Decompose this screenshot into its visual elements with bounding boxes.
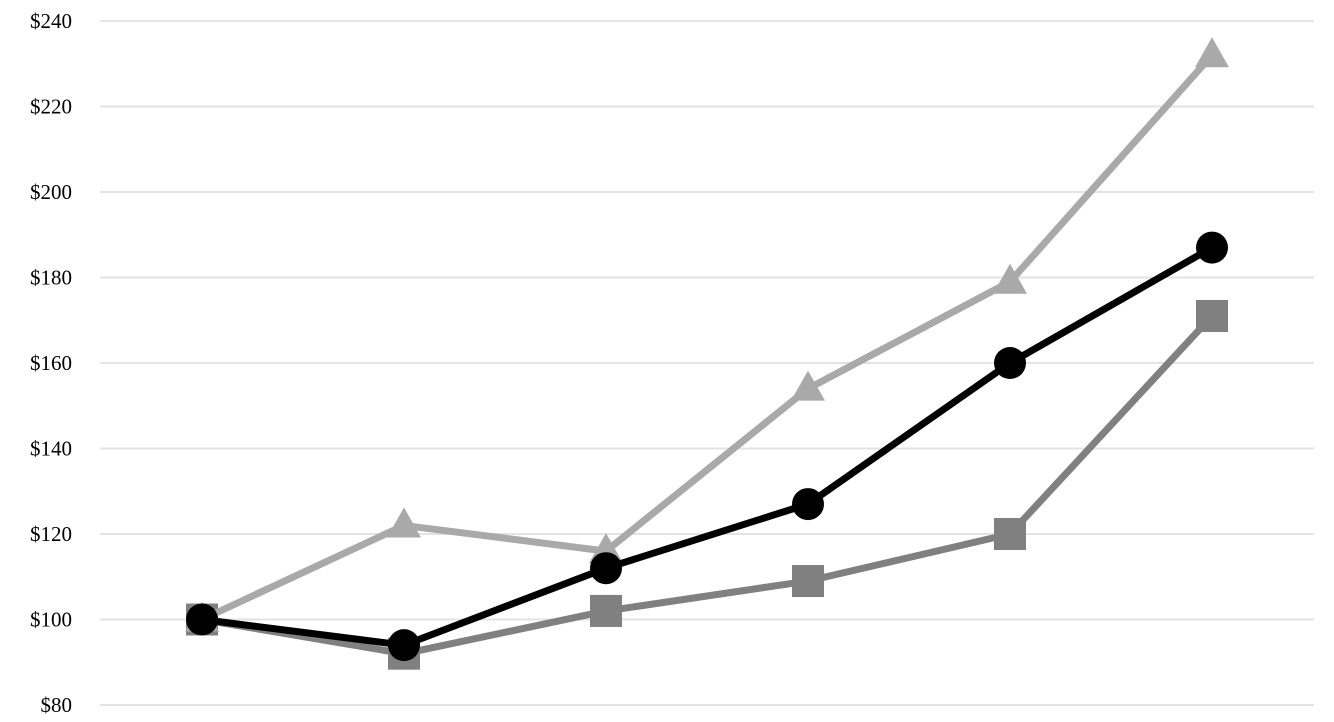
data-point [387,507,421,538]
data-point [590,552,622,585]
y-tick-label: $220 [30,95,72,119]
y-axis: $80 $100 $120 $140 $160 $180 $200 $220 $240 [30,9,72,717]
data-point [1196,231,1228,264]
series-line [201,244,1214,649]
y-tick-label: $240 [30,9,72,33]
data-point [1195,37,1229,68]
y-tick-label: $80 [41,693,73,717]
series-circle [186,231,1228,662]
data-point [388,629,420,662]
data-point [792,488,824,521]
series-line [201,313,1215,658]
data-point [994,518,1026,550]
y-tick-label: $200 [30,180,72,204]
data-point [993,263,1027,294]
series-line [200,52,1215,623]
data-point [590,594,622,627]
data-point [792,565,824,598]
y-tick-label: $120 [30,522,72,546]
gridlines [100,20,1314,706]
y-tick-label: $180 [30,266,72,290]
data-point [186,603,218,636]
series-triangle [185,37,1229,632]
y-tick-label: $140 [30,437,72,461]
series-group [185,37,1229,670]
y-tick-label: $160 [30,351,72,375]
data-point [1196,299,1228,332]
data-point [994,347,1026,379]
y-tick-label: $100 [30,608,72,632]
series-square [186,299,1228,670]
data-point [791,370,825,401]
